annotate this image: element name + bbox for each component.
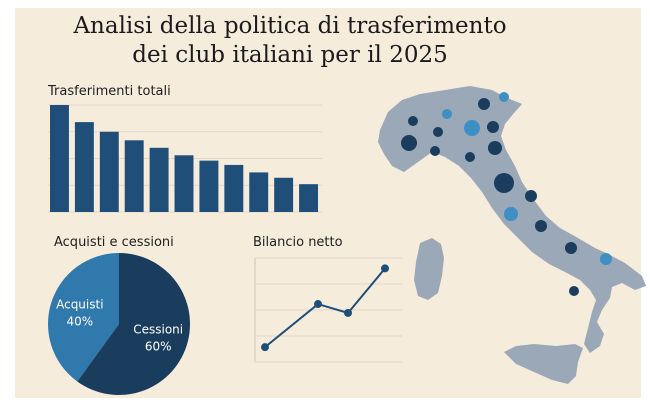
map-city-dot [464, 120, 480, 136]
bar-chart-title: Trasferimenti totali [48, 84, 171, 99]
map-city-dot [478, 98, 490, 110]
map-city-dot [401, 135, 417, 151]
bar [99, 131, 119, 212]
line-series [264, 267, 386, 348]
pie-slice [47, 253, 120, 382]
pie-chart-title: Acquisti e cessioni [54, 235, 174, 250]
title-line-1: Analisi della politica di trasferimento [73, 13, 507, 39]
bar [274, 177, 294, 212]
map-city-dot [442, 109, 452, 119]
map-city-dot [465, 152, 475, 162]
line-chart-title: Bilancio netto [253, 235, 343, 250]
title-line-2: dei club italiani per il 2025 [132, 42, 448, 68]
map-city-dot [488, 141, 502, 155]
map-city-dot [565, 242, 577, 254]
page-title: Analisi della politica di trasferimento … [40, 12, 540, 70]
map-city-dot [499, 92, 509, 102]
line-point [381, 264, 389, 273]
bar [124, 140, 144, 212]
bar [174, 155, 194, 212]
pie-slice-label: Acquisti [56, 297, 103, 311]
sicily-island [504, 344, 583, 384]
map-city-dot [408, 116, 418, 126]
map-city-dot [569, 286, 579, 296]
map-city-dot [494, 173, 514, 193]
bar [74, 122, 94, 212]
line-point [261, 343, 269, 352]
map-city-dot [535, 220, 547, 232]
pie-slice [77, 253, 190, 396]
bar [149, 147, 169, 212]
line-point [314, 300, 322, 309]
bar [199, 160, 219, 212]
map-city-dot [600, 253, 612, 265]
map-city-dot [525, 190, 537, 202]
map-city-dot [430, 146, 440, 156]
bar [224, 164, 244, 212]
line-point [344, 308, 352, 317]
pie-slice-label: Cessioni [133, 323, 183, 337]
sardinia-island [414, 238, 444, 300]
bar [50, 105, 69, 212]
map-city-dot [487, 121, 499, 133]
pie-slice-percent: 60% [145, 340, 172, 354]
map-city-dot [433, 127, 443, 137]
pie-slice-percent: 40% [66, 314, 93, 328]
bar [299, 184, 319, 212]
bar [249, 172, 269, 212]
map-city-dot [504, 207, 518, 221]
